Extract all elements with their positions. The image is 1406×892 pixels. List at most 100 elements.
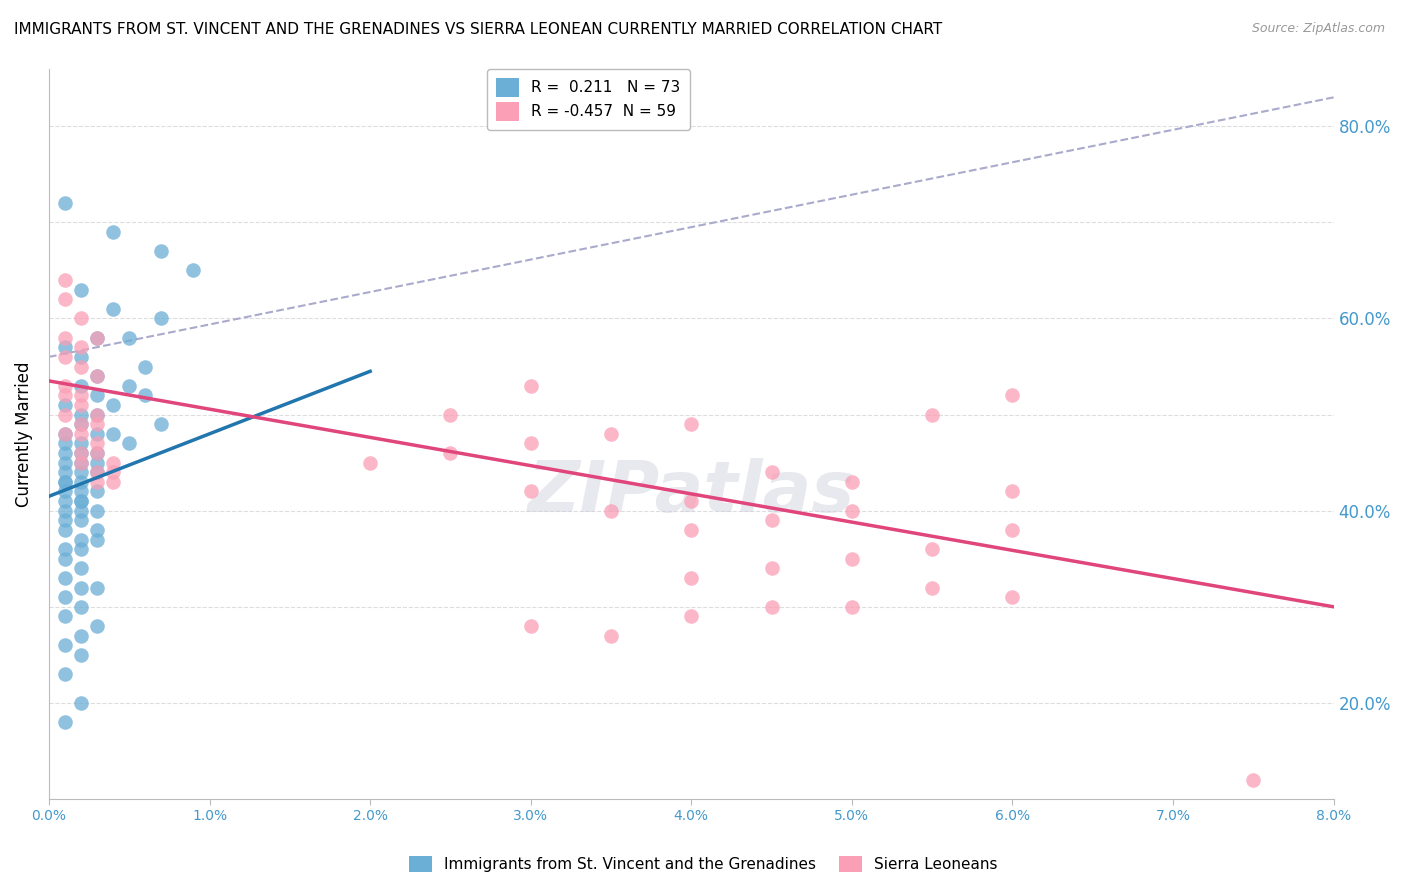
Point: [53, 408, 76, 422]
Point: [70, 494, 93, 508]
Point: [70, 513, 93, 527]
Point: [118, 331, 141, 345]
Point: [70, 426, 93, 441]
Point: [103, 475, 125, 489]
Point: [86, 456, 108, 470]
Point: [921, 581, 943, 595]
Point: [86, 475, 108, 489]
Point: [118, 436, 141, 450]
Point: [439, 446, 461, 460]
Legend: R =  0.211   N = 73, R = -0.457  N = 59: R = 0.211 N = 73, R = -0.457 N = 59: [486, 69, 690, 130]
Point: [103, 225, 125, 239]
Point: [681, 609, 703, 624]
Point: [183, 263, 205, 277]
Point: [70, 456, 93, 470]
Point: [53, 494, 76, 508]
Point: [70, 542, 93, 557]
Point: [519, 484, 541, 499]
Point: [359, 456, 381, 470]
Point: [103, 456, 125, 470]
Point: [1001, 591, 1024, 605]
Point: [86, 465, 108, 479]
Point: [53, 456, 76, 470]
Point: [681, 571, 703, 585]
Point: [761, 513, 783, 527]
Point: [53, 292, 76, 306]
Point: [519, 378, 541, 392]
Point: [1001, 484, 1024, 499]
Point: [86, 446, 108, 460]
Point: [53, 426, 76, 441]
Point: [86, 331, 108, 345]
Point: [53, 484, 76, 499]
Point: [70, 648, 93, 662]
Point: [70, 696, 93, 710]
Point: [1241, 772, 1264, 787]
Point: [70, 629, 93, 643]
Point: [681, 417, 703, 432]
Point: [86, 465, 108, 479]
Point: [70, 599, 93, 614]
Point: [53, 609, 76, 624]
Point: [70, 484, 93, 499]
Point: [70, 340, 93, 354]
Point: [86, 408, 108, 422]
Y-axis label: Currently Married: Currently Married: [15, 361, 32, 507]
Point: [70, 283, 93, 297]
Point: [921, 542, 943, 557]
Point: [841, 475, 863, 489]
Point: [53, 436, 76, 450]
Point: [70, 359, 93, 374]
Point: [103, 301, 125, 316]
Point: [86, 523, 108, 537]
Point: [53, 196, 76, 211]
Point: [53, 475, 76, 489]
Point: [70, 408, 93, 422]
Point: [86, 446, 108, 460]
Point: [53, 475, 76, 489]
Point: [70, 436, 93, 450]
Point: [1001, 523, 1024, 537]
Point: [86, 331, 108, 345]
Point: [53, 398, 76, 412]
Point: [519, 436, 541, 450]
Point: [86, 436, 108, 450]
Point: [600, 629, 623, 643]
Point: [53, 378, 76, 392]
Point: [134, 388, 156, 402]
Point: [86, 417, 108, 432]
Point: [70, 398, 93, 412]
Point: [86, 426, 108, 441]
Text: ZIPatlas: ZIPatlas: [527, 458, 855, 527]
Point: [103, 465, 125, 479]
Point: [134, 359, 156, 374]
Point: [70, 465, 93, 479]
Point: [86, 619, 108, 633]
Point: [841, 551, 863, 566]
Point: [53, 446, 76, 460]
Legend: Immigrants from St. Vincent and the Grenadines, Sierra Leoneans: Immigrants from St. Vincent and the Gren…: [401, 848, 1005, 880]
Text: IMMIGRANTS FROM ST. VINCENT AND THE GRENADINES VS SIERRA LEONEAN CURRENTLY MARRI: IMMIGRANTS FROM ST. VINCENT AND THE GREN…: [14, 22, 942, 37]
Point: [681, 494, 703, 508]
Point: [86, 369, 108, 384]
Point: [1001, 388, 1024, 402]
Point: [86, 484, 108, 499]
Point: [53, 513, 76, 527]
Point: [600, 426, 623, 441]
Point: [70, 417, 93, 432]
Point: [86, 581, 108, 595]
Point: [150, 417, 173, 432]
Point: [103, 426, 125, 441]
Point: [70, 533, 93, 547]
Point: [70, 388, 93, 402]
Point: [53, 504, 76, 518]
Point: [86, 388, 108, 402]
Point: [53, 523, 76, 537]
Point: [681, 523, 703, 537]
Point: [53, 591, 76, 605]
Point: [150, 244, 173, 259]
Point: [70, 475, 93, 489]
Point: [53, 638, 76, 652]
Point: [439, 408, 461, 422]
Point: [53, 273, 76, 287]
